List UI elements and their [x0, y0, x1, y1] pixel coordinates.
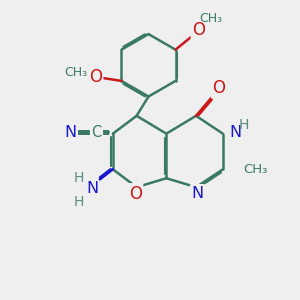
Text: O: O	[212, 79, 226, 97]
Text: CH₃: CH₃	[199, 12, 222, 25]
Text: N: N	[230, 125, 242, 140]
Text: CH₃: CH₃	[64, 66, 87, 79]
Text: O: O	[192, 21, 205, 39]
Text: CH₃: CH₃	[244, 163, 268, 176]
Text: H: H	[74, 171, 84, 185]
Text: N: N	[64, 125, 76, 140]
Text: O: O	[129, 185, 142, 203]
Text: H: H	[74, 195, 84, 209]
Text: H: H	[239, 118, 249, 132]
Text: N: N	[86, 181, 98, 196]
Text: N: N	[191, 186, 204, 201]
Text: O: O	[89, 68, 102, 86]
Text: C: C	[92, 125, 102, 140]
